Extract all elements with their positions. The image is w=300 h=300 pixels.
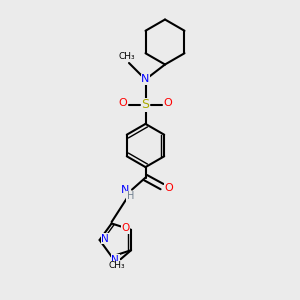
Text: N: N xyxy=(121,185,130,195)
Text: N: N xyxy=(141,74,150,85)
Text: CH₃: CH₃ xyxy=(118,52,135,61)
Text: O: O xyxy=(164,183,173,193)
Text: O: O xyxy=(122,223,130,233)
Text: N: N xyxy=(111,254,119,265)
Text: S: S xyxy=(142,98,149,112)
Text: H: H xyxy=(127,191,134,201)
Text: CH₃: CH₃ xyxy=(109,261,125,270)
Text: O: O xyxy=(164,98,172,109)
Text: N: N xyxy=(101,233,109,244)
Text: O: O xyxy=(118,98,127,109)
